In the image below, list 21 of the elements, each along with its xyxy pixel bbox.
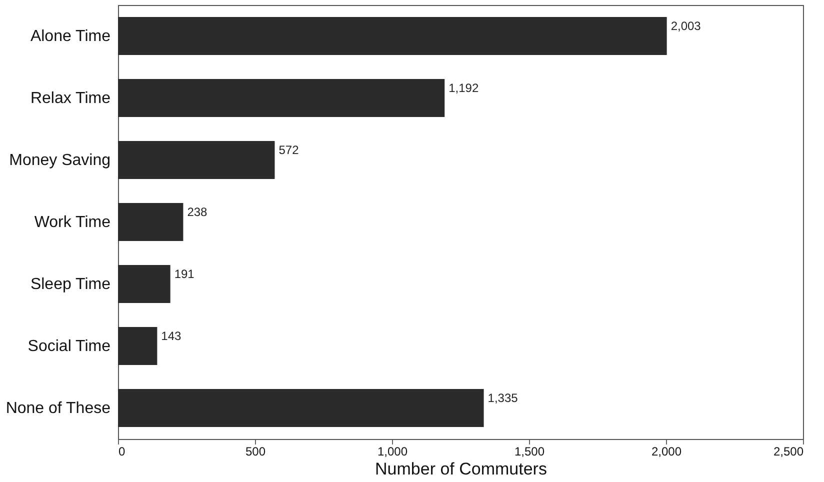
y-tick-label: Social Time <box>28 338 111 355</box>
x-tick-label: 2,000 <box>651 444 682 458</box>
x-tick-label: 2,500 <box>773 444 804 458</box>
data-label: 143 <box>161 329 182 343</box>
data-label: 1,192 <box>448 81 479 95</box>
x-tick-label: 1,000 <box>377 444 408 458</box>
x-tick-label: 1,500 <box>514 444 545 458</box>
data-label: 2,003 <box>670 19 702 33</box>
x-tick-label: 0 <box>118 444 126 458</box>
y-tick-label: Sleep Time <box>30 276 111 293</box>
data-label: 1,335 <box>488 391 518 405</box>
data-label: 572 <box>278 143 300 157</box>
y-tick-label: Money Saving <box>9 152 110 169</box>
data-label: 238 <box>187 205 208 219</box>
y-tick-label: Alone Time <box>30 28 111 45</box>
x-tick-label: 500 <box>245 444 266 458</box>
y-tick-label: Work Time <box>34 214 111 231</box>
data-label: 191 <box>174 267 195 281</box>
x-axis-title: Number of Commuters <box>375 460 547 478</box>
y-tick-label: Relax Time <box>30 90 111 107</box>
y-tick-label: None of These <box>6 400 111 417</box>
